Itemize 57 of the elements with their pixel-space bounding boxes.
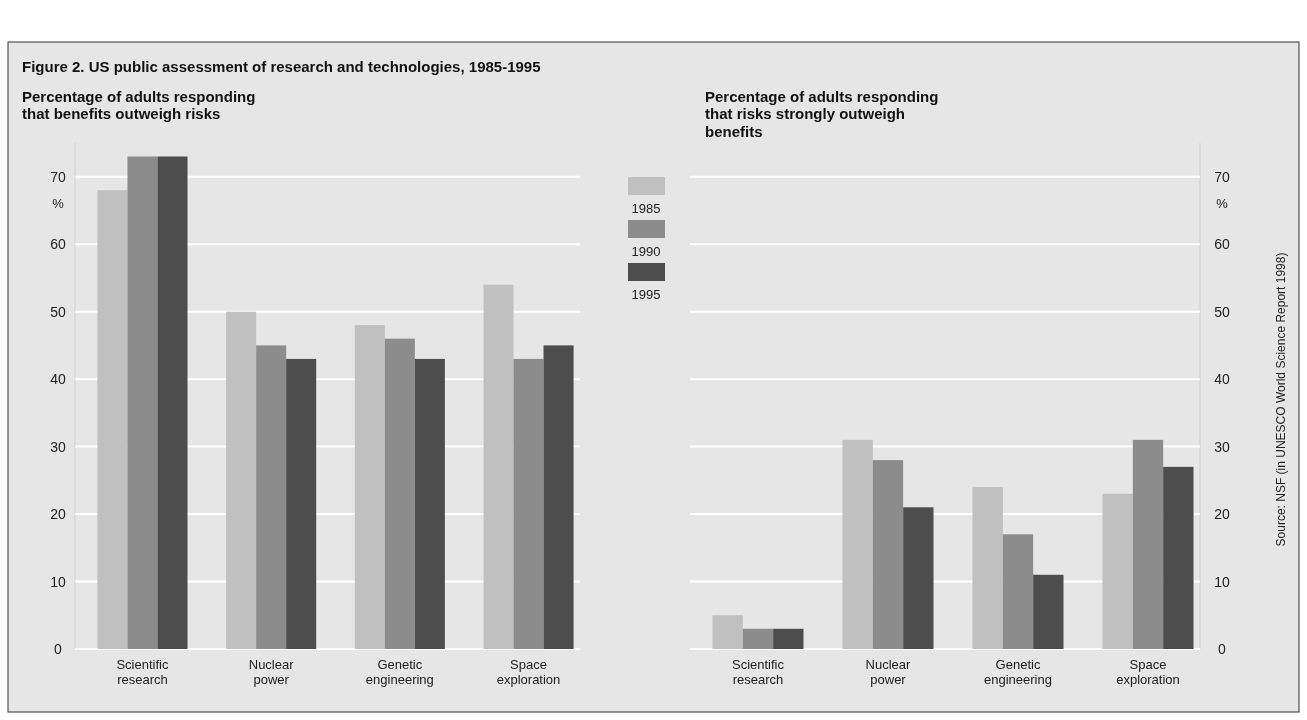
y-tick-label: 50 (1214, 303, 1230, 320)
bar (1102, 493, 1133, 649)
bar (1033, 574, 1064, 649)
y-tick-label: 0 (1218, 641, 1227, 657)
chart-title: Figure 2. US public assessment of research and technologies, 1985-1995 (22, 58, 541, 75)
y-tick-label: 20 (1214, 506, 1230, 523)
y-axis-title: % (1216, 195, 1229, 211)
y-tick-label: 30 (50, 438, 66, 455)
bar (773, 628, 804, 649)
bar (286, 358, 317, 649)
y-axis-title: % (52, 195, 65, 211)
bar (543, 345, 574, 649)
bar (97, 190, 128, 649)
bar (1163, 466, 1194, 649)
legend-label: 1995 (631, 287, 661, 302)
source-note: Source: NSF (in UNESCO World Science Report 1998) (1274, 252, 1288, 547)
y-tick-label: 30 (1214, 438, 1230, 455)
bar (157, 156, 188, 649)
x-tick-label: Space exploration (1116, 657, 1180, 687)
bar (712, 615, 743, 649)
bar (903, 507, 934, 649)
chart-subtitle: Percentage of adults responding that risks strongly outweigh benefits (705, 88, 939, 140)
x-tick-label: Genetic engineering (365, 657, 434, 687)
y-tick-label: 10 (1214, 573, 1230, 590)
bar (972, 487, 1003, 649)
bar (256, 345, 287, 649)
bar (226, 311, 257, 649)
bar (127, 156, 158, 649)
bar (872, 460, 904, 649)
bar (842, 439, 873, 649)
x-tick-label: Nuclear power (865, 657, 912, 687)
bar (513, 358, 544, 649)
x-tick-label: Nuclear power (248, 657, 295, 687)
y-tick-label: 70 (1214, 168, 1230, 185)
y-tick-label: 20 (50, 506, 66, 523)
bar (1132, 439, 1164, 649)
y-tick-label: 40 (50, 371, 66, 388)
x-tick-label: Scientific research (116, 657, 169, 687)
y-tick-label: 50 (50, 303, 66, 320)
x-tick-label: Scientific research (731, 657, 785, 687)
chart-subtitle: Percentage of adults responding that benefits outweigh risks (22, 88, 256, 123)
x-tick-label: Space exploration (496, 657, 561, 687)
y-tick-label: 0 (54, 641, 63, 657)
bar (414, 358, 445, 649)
legend-label: 1985 (631, 201, 661, 216)
bar (384, 338, 415, 649)
bar (1002, 534, 1034, 649)
x-tick-label: Genetic engineering (984, 657, 1052, 687)
y-tick-label: 40 (1214, 371, 1230, 388)
bar (354, 325, 385, 649)
bar (742, 628, 774, 649)
y-tick-label: 10 (50, 573, 66, 590)
y-tick-label: 60 (50, 236, 66, 253)
legend-label: 1990 (631, 244, 661, 259)
bar (483, 284, 514, 649)
y-tick-label: 60 (1214, 236, 1230, 253)
y-tick-label: 70 (50, 168, 66, 185)
